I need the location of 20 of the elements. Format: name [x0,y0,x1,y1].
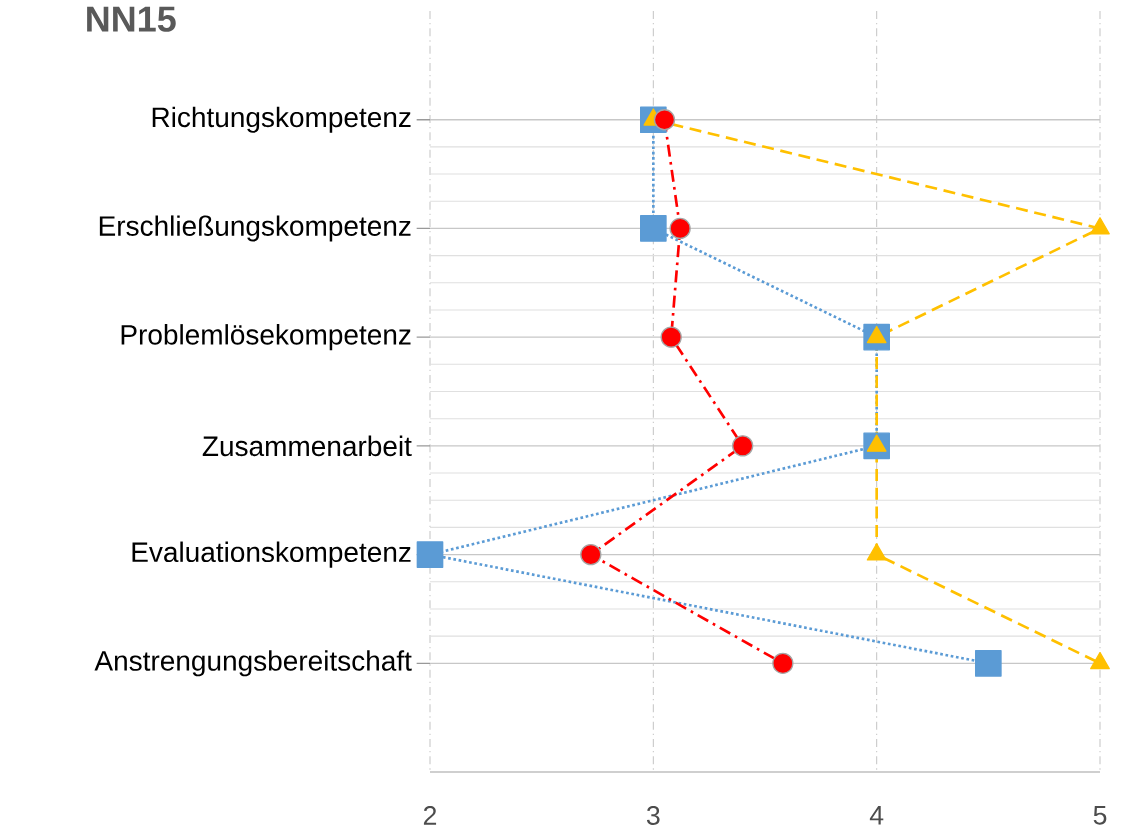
x-tick-label: 2 [423,806,437,825]
point [772,652,794,674]
x-tick-label: 4 [869,806,884,825]
point [660,326,682,348]
text: NN15 [87,6,176,32]
point [975,649,1002,677]
point [640,215,667,242]
y-tick-label: Anstrengungsbereitschaft [94,650,412,677]
y-tick-label: Problemlösekompetenz [121,324,411,351]
y-tick-label: Richtungskompetenz [152,106,411,133]
y-tick-label: Erschließungskompetenz [99,215,411,242]
x-tick-label: 5 [1093,806,1107,825]
y-tick-label: Zusammenarbeit [202,435,412,457]
point [653,109,676,131]
x-tick-label: 3 [646,806,660,825]
y-tick-label: Evaluationskompetenz [132,541,411,568]
point [416,541,444,568]
point [669,217,691,240]
point [580,543,602,566]
point [732,435,754,457]
